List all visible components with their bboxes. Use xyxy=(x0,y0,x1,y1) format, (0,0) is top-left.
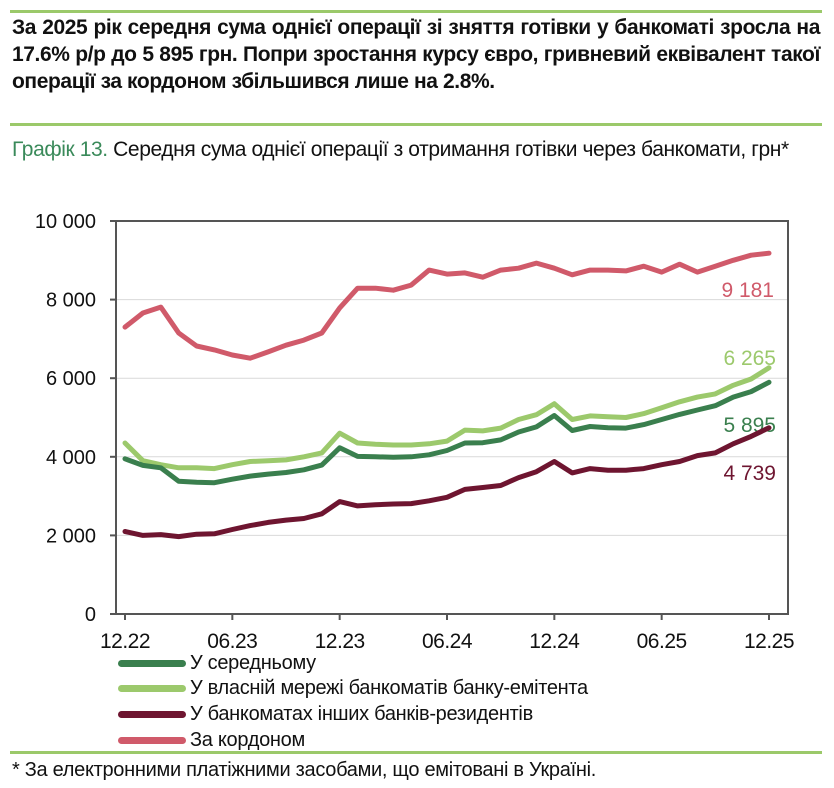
chart-caption: Графік 13. Середня сума однієї операції … xyxy=(12,136,802,163)
y-tick-label: 0 xyxy=(85,604,96,626)
x-tick-label: 06.25 xyxy=(637,630,687,653)
legend-label: У середньому xyxy=(190,651,316,674)
bottom-rule xyxy=(10,751,822,754)
footnote: * За електронними платіжними засобами, щ… xyxy=(12,759,596,781)
legend-swatch xyxy=(118,685,186,693)
y-tick-label: 4 000 xyxy=(46,447,96,469)
legend-label: У банкоматах інших банків-резидентів xyxy=(190,702,533,725)
legend-item: За кордоном xyxy=(118,727,305,753)
chart-number: Графік 13. xyxy=(12,138,108,161)
legend-item: У власній мережі банкоматів банку-емітен… xyxy=(118,676,588,702)
headline: За 2025 рік середня сума однієї операції… xyxy=(12,16,820,93)
legend-label: У власній мережі банкоматів банку-емітен… xyxy=(190,677,588,700)
series-line-1 xyxy=(122,365,772,472)
chart: 0 2 000 4 000 6 000 8 000 10 000 12.22 06.23 12.… xyxy=(35,211,795,653)
plot-frame xyxy=(115,220,789,615)
y-tick-label: 2 000 xyxy=(46,525,96,547)
legend-item: У банкоматах інших банків-резидентів xyxy=(118,701,533,727)
middle-rule xyxy=(10,123,822,126)
series-end-label: 6 265 xyxy=(723,347,776,370)
series-line-0 xyxy=(122,250,772,361)
y-tick-label: 8 000 xyxy=(46,290,96,312)
legend-swatch xyxy=(118,736,186,744)
y-tick-label: 10 000 xyxy=(35,211,96,233)
series-end-label: 4 739 xyxy=(723,462,776,485)
series-line-3 xyxy=(122,425,772,540)
x-tick-label: 12.24 xyxy=(529,630,580,653)
x-tick-label: 06.24 xyxy=(422,630,473,653)
y-tick-label: 6 000 xyxy=(46,368,96,390)
legend-label: За кордоном xyxy=(190,728,305,751)
x-tick-label: 12.25 xyxy=(744,630,794,653)
legend-item: У середньому xyxy=(118,650,316,676)
series-line-2 xyxy=(122,379,772,486)
top-rule xyxy=(10,10,822,13)
chart-title: Середня сума однієї операції з отримання… xyxy=(107,138,789,161)
legend-swatch xyxy=(118,710,186,718)
legend-swatch xyxy=(118,659,186,667)
x-tick-label: 12.23 xyxy=(315,630,365,653)
x-tick-label: 12.22 xyxy=(100,630,150,653)
x-tick-label: 06.23 xyxy=(207,630,257,653)
series-end-label: 9 181 xyxy=(721,279,774,302)
